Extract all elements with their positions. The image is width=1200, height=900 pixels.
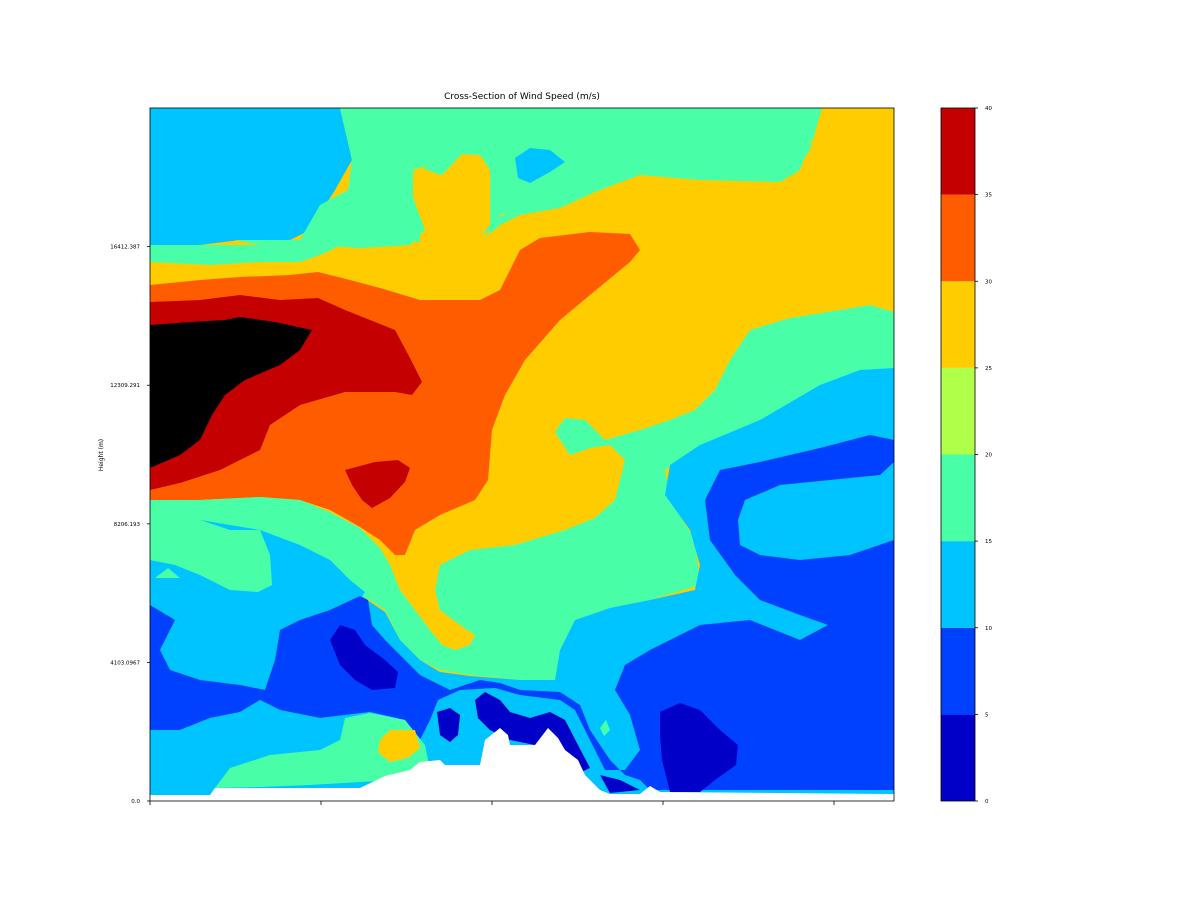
colorbar-tick-label: 0 xyxy=(985,799,989,805)
colorbar-segment xyxy=(941,368,975,455)
colorbar-tick-label: 20 xyxy=(985,453,992,459)
x-axis xyxy=(150,801,834,805)
colorbar-segment xyxy=(941,195,975,282)
colorbar-segment xyxy=(941,714,975,801)
y-axis: 0.0 4103.0967 8206.193 12309.291 16412.387 xyxy=(110,245,150,805)
y-tick-label: 12309.291 xyxy=(110,383,140,389)
colorbar-tick-label: 5 xyxy=(985,712,989,718)
colorbar-segment xyxy=(941,541,975,628)
y-tick-label: 0.0 xyxy=(131,799,140,805)
colorbar-tick-label: 40 xyxy=(985,106,992,112)
y-axis-label: Height (m) xyxy=(98,439,105,471)
chart-title: Cross-Section of Wind Speed (m/s) xyxy=(444,92,600,102)
colorbar-tick-label: 30 xyxy=(985,279,992,285)
y-tick-label: 8206.193 xyxy=(114,522,141,528)
colorbar: 0 5 10 15 20 25 30 35 40 xyxy=(941,106,992,805)
y-tick-label: 16412.387 xyxy=(110,245,140,251)
colorbar-segment xyxy=(941,281,975,368)
colorbar-tick-label: 15 xyxy=(985,539,992,545)
colorbar-tick-label: 35 xyxy=(985,193,992,199)
y-tick-label: 4103.0967 xyxy=(110,660,140,666)
plot-area xyxy=(150,108,894,801)
colorbar-tick-label: 25 xyxy=(985,366,992,372)
colorbar-segment xyxy=(941,628,975,715)
colorbar-segment xyxy=(941,455,975,542)
colorbar-tick-label: 10 xyxy=(985,626,992,632)
colorbar-segment xyxy=(941,108,975,195)
